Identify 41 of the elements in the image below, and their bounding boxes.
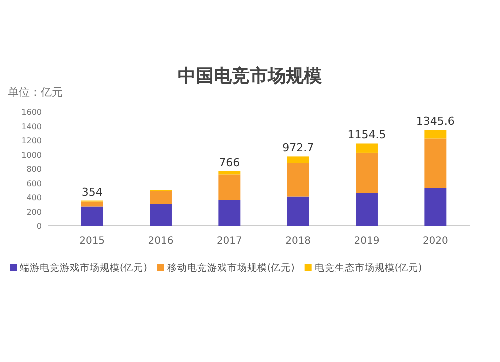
bar (81, 202, 104, 207)
x-tick-label: 2019 (354, 236, 380, 247)
x-tick-label: 2016 (148, 236, 174, 247)
bar (218, 171, 241, 175)
x-tick-label: 2017 (216, 236, 242, 247)
y-tick-label: 1200 (22, 136, 42, 146)
bar (150, 191, 172, 204)
bar (218, 200, 241, 226)
y-tick-label: 800 (26, 165, 42, 174)
bar (150, 204, 172, 226)
bar (356, 144, 378, 153)
bar (424, 188, 447, 226)
total-label: 972.7 (282, 142, 314, 155)
bar (287, 163, 310, 197)
x-tick-label: 2015 (80, 236, 106, 247)
total-label: 766 (219, 156, 240, 170)
legend-label: 端游电竞游戏市场规模(亿元) (20, 262, 148, 274)
bar (287, 196, 310, 226)
y-tick-label: 400 (26, 194, 42, 202)
bar (287, 156, 310, 164)
x-tick-label: 2018 (286, 236, 312, 247)
y-tick-label: 1000 (22, 150, 42, 160)
total-label: 1345.6 (416, 115, 455, 128)
y-tick-label: 0 (36, 222, 42, 231)
y-tick-label: 600 (26, 179, 42, 188)
legend-label: 电竞生态市场规模(亿元) (314, 262, 422, 274)
chart-title: 中国电竞市场规模 (178, 66, 322, 87)
x-tick-label: 2020 (422, 236, 448, 247)
y-tick-label: 1600 (22, 108, 42, 117)
total-label: 354 (82, 186, 103, 199)
bar (218, 174, 241, 200)
bar (424, 138, 447, 188)
legend-label: 移动电竞游戏市场规模(亿元) (167, 262, 295, 274)
bar (81, 206, 104, 226)
bar (424, 130, 447, 139)
bar (356, 193, 378, 226)
y-tick-label: 200 (26, 208, 42, 217)
bar (356, 152, 378, 194)
y-axis-title: 单位：亿元 (8, 86, 63, 99)
total-label: 1154.5 (348, 128, 386, 142)
y-tick-label: 1400 (22, 122, 42, 132)
